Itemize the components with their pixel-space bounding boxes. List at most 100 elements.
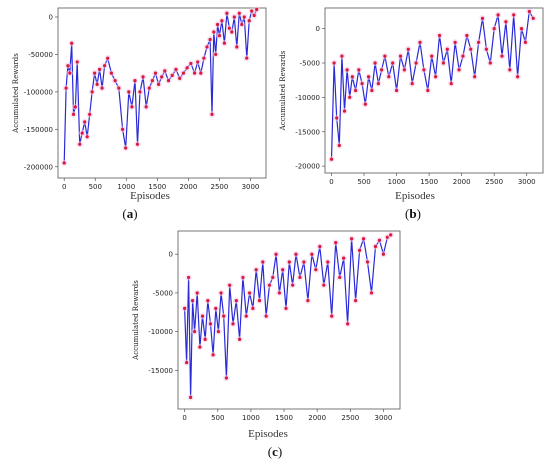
chart-c-data-point [389, 233, 393, 237]
chart-a-data-point [127, 90, 131, 94]
chart-a-data-point [130, 105, 134, 109]
chart-c-data-point [251, 306, 255, 310]
chart-a-ytick-label: 0 [49, 13, 53, 21]
chart-b-data-point [512, 13, 516, 17]
chart-a-data-point [217, 34, 222, 38]
chart-c-data-point [326, 260, 330, 264]
chart-a-data-point [124, 146, 128, 150]
chart-a-data-point [212, 30, 216, 34]
chart-b-data-point [492, 27, 496, 31]
chart-a-data-point [138, 90, 142, 94]
chart-c-data-point [338, 275, 342, 280]
chart-b-xtick-label: 2000 [453, 178, 471, 186]
chart-b-data-point [383, 54, 387, 58]
chart-b-data-point [332, 61, 336, 65]
chart-c-data-point [188, 395, 193, 399]
chart-c-ytick-label: -15000 [148, 367, 173, 375]
chart-b-data-point [418, 40, 422, 44]
chart-c-data-point [361, 237, 366, 241]
chart-a-data-point [71, 112, 76, 116]
chart-c-xtick-label: 1000 [242, 414, 260, 422]
chart-a-data-point [232, 15, 236, 19]
chart-b-data-point [376, 82, 380, 86]
chart-c-xtick-label: 1500 [275, 414, 293, 422]
caption-a: (a) [110, 206, 150, 222]
chart-a-xtick-label: 1000 [117, 183, 135, 191]
caption-a-open: ( [122, 206, 127, 221]
chart-b-xlabel: Episodes [395, 190, 435, 202]
chart-c-data-point [247, 291, 252, 295]
chart-b-data-point [406, 47, 410, 51]
chart-a-data-point [90, 90, 94, 94]
chart-b-data-point [363, 102, 367, 106]
chart-c-data-point [271, 275, 275, 280]
chart-a-data-point [225, 11, 229, 15]
chart-a-data-point [80, 131, 84, 135]
chart-b-data-point [360, 82, 364, 86]
chart-b-data-point [516, 75, 520, 79]
caption-b-close: ) [416, 206, 421, 221]
chart-c-xtick-label: 500 [211, 414, 224, 422]
chart-a-xtick-label: 1500 [148, 183, 166, 191]
chart-a-data-point [247, 19, 251, 23]
chart-a-data-point [150, 79, 154, 83]
chart-b-ytick-label: -5000 [300, 60, 320, 68]
chart-b-data-point [410, 82, 414, 86]
chart-c-data-point [192, 330, 197, 334]
chart-c-data-point [195, 291, 199, 295]
chart-a-data-point [160, 75, 164, 79]
chart-b-data-point [476, 40, 481, 44]
chart-c-data-point [284, 306, 288, 310]
caption-b: (b) [393, 206, 433, 222]
chart-b-data-point [335, 116, 339, 120]
chart-b-data-point [445, 47, 449, 51]
chart-b-xtick-label: 1000 [388, 178, 406, 186]
chart-a-data-point [73, 105, 77, 109]
chart-c-data-point [264, 314, 268, 318]
chart-c-ylabel: Accumulated Rewards [132, 280, 140, 361]
chart-b-data-point [473, 75, 477, 79]
caption-b-open: ( [405, 206, 410, 221]
chart-b-xtick-label: 1500 [420, 178, 438, 186]
caption-c-open: ( [267, 444, 273, 459]
chart-c-data-point [190, 299, 195, 303]
chart-c-data-point [241, 275, 245, 280]
chart-a-data-point [166, 79, 171, 83]
chart-a-data-point [135, 142, 140, 146]
chart-c-data-point [222, 314, 226, 318]
chart-b-data-point [457, 68, 461, 72]
chart-c-data-point [211, 353, 215, 357]
chart-b-data-point [434, 75, 438, 79]
chart-c-data-point [238, 337, 242, 341]
chart-a-data-point [95, 82, 99, 86]
chart-b-data-point [500, 54, 504, 58]
panel-a: 0 500 1000 1500 2000 2500 3000 0 -50000 -100000 -1… [0, 0, 275, 225]
chart-a-ylabel: Accumulated Rewards [12, 53, 20, 134]
chart-c-data-point [224, 376, 228, 380]
chart-c-data-point [369, 291, 374, 295]
chart-c-data-point [187, 275, 191, 280]
chart-b-data-point [437, 33, 442, 38]
chart-c-xtick-label: 3000 [375, 414, 393, 422]
chart-a-data-point [153, 71, 158, 75]
chart-c-data-point [206, 299, 210, 303]
chart-a-data-point [205, 45, 209, 49]
chart-c-data-point [203, 337, 207, 341]
chart-c-data-point [318, 244, 322, 249]
chart-a-data-point [199, 71, 203, 75]
chart-b-data-point [353, 88, 358, 93]
chart-b-xtick-label: 500 [357, 178, 370, 186]
chart-b-data-point [329, 157, 334, 161]
chart-c-data-point [322, 283, 326, 287]
chart-b-data-point [337, 143, 341, 148]
chart-b-data-point [398, 54, 403, 58]
chart-a-data-point [85, 135, 89, 139]
chart-a-data-point [196, 60, 200, 64]
chart-a-data-point [255, 7, 259, 12]
chart-a-xtick-label: 0 [62, 183, 66, 191]
chart-a-xtick-label: 3000 [242, 183, 260, 191]
chart-b-data-point [519, 27, 524, 31]
chart-c-data-point [342, 256, 346, 260]
chart-a-ytick-label: -50000 [28, 51, 53, 59]
chart-b-data-point [402, 68, 406, 72]
